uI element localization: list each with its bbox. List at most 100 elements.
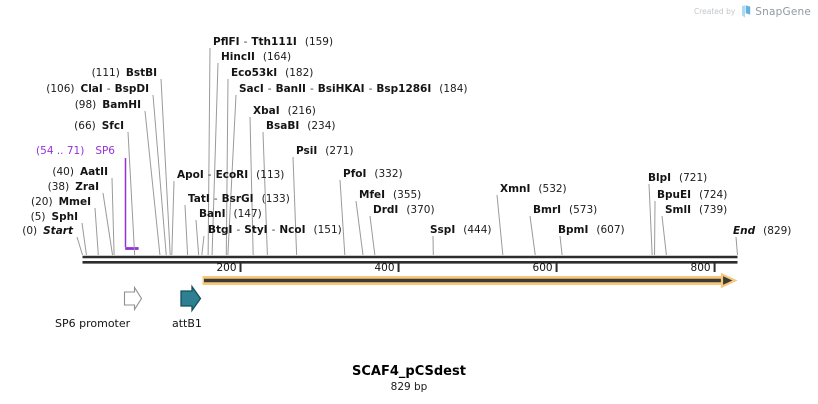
enzyme-name: BlpI bbox=[648, 172, 672, 184]
separator: - bbox=[243, 36, 248, 48]
site-names: SP6 bbox=[90, 145, 115, 157]
site-label-start: (0) Start bbox=[22, 225, 73, 237]
enzyme-name: ZraI bbox=[75, 181, 99, 193]
site-label-bpmi: BpmI (607) bbox=[558, 224, 625, 236]
site-names: BamHI bbox=[102, 99, 141, 111]
site-position: (532) bbox=[538, 183, 567, 195]
site-names: ClaI - BspDI bbox=[80, 83, 149, 95]
ruler-tick-label: 400 bbox=[374, 262, 395, 274]
site-position: (444) bbox=[463, 224, 492, 236]
enzyme-name: EcoRI bbox=[215, 169, 249, 181]
site-label-bamhi: (98) BamHI bbox=[75, 99, 141, 111]
enzyme-name: ClaI bbox=[80, 83, 103, 95]
enzyme-name: End bbox=[733, 225, 756, 237]
site-label-apoi-ecori: ApoI - EcoRI (113) bbox=[177, 169, 284, 181]
enzyme-name: ApoI bbox=[177, 169, 204, 181]
site-label-mfei: MfeI (355) bbox=[359, 189, 421, 201]
site-label-sp6: (54 .. 71) SP6 bbox=[36, 145, 115, 157]
site-position: (159) bbox=[304, 36, 334, 48]
site-names: End bbox=[733, 225, 755, 237]
separator: - bbox=[213, 193, 218, 205]
attb1-label: attB1 bbox=[172, 317, 202, 330]
site-names: DrdI bbox=[373, 204, 398, 216]
site-position: (370) bbox=[406, 204, 435, 216]
enzyme-name: BspDI bbox=[114, 83, 149, 95]
site-names: SfcI bbox=[102, 120, 124, 132]
separator: - bbox=[207, 169, 212, 181]
site-position: (234) bbox=[307, 120, 336, 132]
site-label-zrai: (38) ZraI bbox=[48, 181, 99, 193]
site-label-clai-bspdi: (106) ClaI - BspDI bbox=[46, 83, 149, 95]
enzyme-name: XmnI bbox=[500, 183, 531, 195]
leader-line bbox=[735, 236, 738, 256]
leader-line bbox=[292, 156, 298, 256]
site-position: (54 .. 71) bbox=[36, 145, 85, 157]
ruler-tick-label: 200 bbox=[216, 262, 237, 274]
site-position: (739) bbox=[699, 204, 728, 216]
leader-line bbox=[207, 47, 211, 256]
site-names: PfoI bbox=[343, 168, 366, 180]
site-label-smli: SmlI (739) bbox=[665, 204, 727, 216]
enzyme-name: BsrGI bbox=[221, 193, 254, 205]
site-position: (271) bbox=[325, 145, 354, 157]
snapgene-logo-icon bbox=[742, 5, 751, 18]
enzyme-name: SP6 bbox=[95, 145, 115, 157]
site-position: (164) bbox=[262, 51, 292, 63]
enzyme-name: NcoI bbox=[279, 224, 306, 236]
site-position: (38) bbox=[47, 181, 70, 193]
site-names: BstBI bbox=[126, 67, 157, 79]
site-label-psii: PsiI (271) bbox=[296, 145, 354, 157]
site-names: BtgI - StyI - NcoI bbox=[208, 224, 306, 236]
site-position: (147) bbox=[233, 208, 262, 220]
site-label-pfoi: PfoI (332) bbox=[343, 168, 403, 180]
enzyme-name: SphI bbox=[51, 211, 78, 223]
site-label-bani: BanI (147) bbox=[199, 208, 262, 220]
site-names: SmlI bbox=[665, 204, 691, 216]
snapgene-wordmark: SnapGene bbox=[755, 5, 811, 18]
leader-line bbox=[81, 222, 87, 256]
site-label-sspi: SspI (444) bbox=[430, 224, 491, 236]
site-position: (182) bbox=[285, 67, 314, 79]
enzyme-name: Bsp1286I bbox=[376, 83, 432, 95]
separator: - bbox=[106, 83, 111, 95]
orf-arrowhead bbox=[720, 272, 738, 289]
separator: - bbox=[309, 83, 314, 95]
site-label-sphi: (5) SphI bbox=[31, 211, 78, 223]
leader-line bbox=[262, 131, 268, 256]
enzyme-name: MfeI bbox=[359, 189, 386, 201]
branding: Created by SnapGene bbox=[694, 5, 811, 18]
separator: - bbox=[368, 83, 373, 95]
site-position: (184) bbox=[439, 83, 468, 95]
enzyme-name: PsiI bbox=[296, 145, 318, 157]
site-position: (0) bbox=[22, 225, 38, 237]
site-label-hincii: HincII (164) bbox=[221, 51, 291, 63]
site-names: ZraI bbox=[75, 181, 99, 193]
site-position: (40) bbox=[52, 166, 74, 178]
site-position: (106) bbox=[46, 83, 75, 95]
enzyme-name: PflFI bbox=[213, 36, 240, 48]
site-names: PflFI - Tth111I bbox=[213, 36, 297, 48]
site-names: TatI - BsrGI bbox=[188, 193, 254, 205]
site-names: MmeI bbox=[59, 196, 91, 208]
leader-line bbox=[648, 183, 653, 256]
leader-line bbox=[225, 78, 229, 256]
map-title: SCAF4_pCSdest bbox=[352, 364, 466, 379]
site-names: PsiI bbox=[296, 145, 317, 157]
leader-line bbox=[355, 200, 364, 256]
site-position: (829) bbox=[763, 225, 792, 237]
enzyme-name: PfoI bbox=[343, 168, 367, 180]
site-label-mmei: (20) MmeI bbox=[31, 196, 91, 208]
site-label-end: End (829) bbox=[733, 225, 791, 237]
site-position: (66) bbox=[74, 120, 96, 132]
site-names: ApoI - EcoRI bbox=[177, 169, 248, 181]
site-label-bsabi: BsaBI (234) bbox=[266, 120, 335, 132]
leader-line bbox=[144, 110, 161, 256]
site-position: (98) bbox=[74, 99, 97, 111]
site-names: AatII bbox=[80, 166, 108, 178]
site-position: (721) bbox=[679, 172, 708, 184]
site-names: XmnI bbox=[500, 183, 530, 195]
ruler-tick-label: 600 bbox=[532, 262, 553, 274]
site-label-xbai: XbaI (216) bbox=[253, 105, 316, 117]
